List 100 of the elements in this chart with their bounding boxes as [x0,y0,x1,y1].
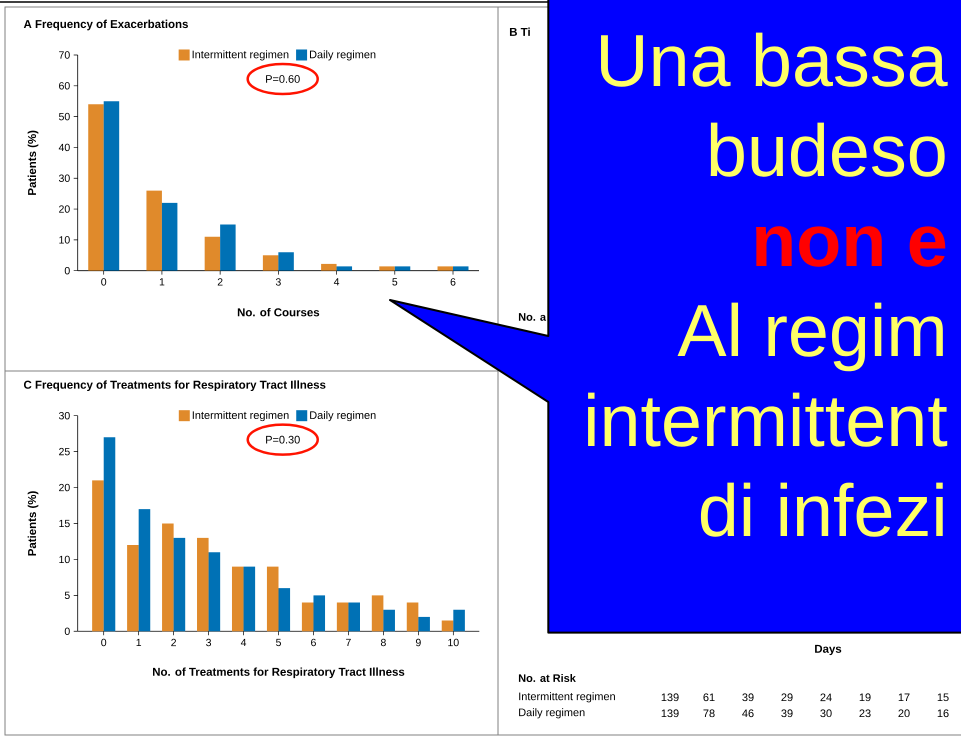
text: Una bassa [601,32,948,87]
y-tick-label: 60 [59,82,70,90]
bar [220,224,236,271]
bar [262,255,278,271]
y-tick-label: 25 [59,448,70,456]
y-tick-label: 10 [59,236,70,244]
x-tick-label: 6 [450,278,456,286]
text: B Ti [510,28,530,36]
bar [162,202,178,271]
y-tick-label: 20 [59,484,70,492]
y-tick-label: 40 [58,144,70,152]
text: 16 [938,709,949,718]
bar [232,566,244,632]
bar [336,266,352,271]
bar [146,190,162,271]
bar [88,104,104,271]
bar [162,523,174,632]
legend-label: Intermittent regimen [192,50,288,60]
bar [321,264,337,271]
bar [383,610,395,632]
text: 39 [742,693,754,702]
legend-label: Daily regimen [310,410,376,422]
category-label: Daily regimen [519,708,584,718]
bar [127,545,139,632]
text: 78 [703,709,715,718]
bar [418,616,430,632]
legend-label: Daily regimen [310,50,376,60]
text: 23 [859,709,871,718]
x-tick-label: 10 [448,638,459,646]
legend-label: Intermittent regimen [192,410,289,422]
y-tick-label: 70 [59,51,70,59]
y-tick-label: 30 [58,412,70,420]
x-axis-title: No. of Courses [238,308,320,316]
bar [104,101,120,271]
y-tick-label: 0 [64,628,70,635]
text: 24 [820,693,832,702]
bar [92,480,104,632]
bar [336,602,348,632]
x-tick-label: 3 [206,638,212,646]
bar [394,266,410,271]
x-tick-label: 2 [218,278,223,286]
bar [104,437,116,632]
text: 39 [781,709,793,718]
x-tick-label: 4 [334,278,340,286]
x-tick-label: 9 [416,638,421,646]
bar [442,620,454,632]
annotation: P=0.60 [266,75,300,83]
x-tick-label: 0 [101,638,106,646]
bar [313,595,326,632]
text: 20 [898,709,910,718]
x-tick-label: 8 [380,638,386,646]
text: No. a [518,313,546,321]
bar [197,538,209,632]
bar [372,595,384,632]
text: budeso [710,122,945,177]
text: 61 [703,693,715,702]
x-tick-label: 2 [171,638,176,646]
bar [244,566,256,632]
bar [278,252,294,271]
text: 30 [820,709,832,718]
y-axis-title: Patients (%) [28,130,38,195]
y-tick-label: 30 [58,174,70,182]
text: 19 [860,693,871,702]
text: non e [756,226,946,267]
x-tick-label: 5 [392,278,398,286]
x-axis-title: No. of Treatments for Respiratory Tract Illness [153,667,404,678]
bar [278,588,290,632]
category-label: Intermittent regimen [519,692,615,702]
x-tick-label: 6 [311,638,316,646]
text: 29 [781,693,793,702]
x-tick-label: 1 [136,638,142,646]
text: 139 [662,693,679,702]
x-tick-label: 3 [276,278,281,286]
y-tick-label: 0 [64,266,70,274]
bar [266,566,279,632]
bar [348,602,360,632]
text: 17 [898,694,910,702]
bar [208,552,220,632]
chart-title: A Frequency of Exacerbations [24,20,188,30]
bar [453,610,465,632]
y-tick-label: 50 [58,112,70,120]
bar [204,236,220,271]
text: No. at Risk [518,674,576,682]
x-tick-label: 4 [240,638,246,646]
y-tick-label: 20 [59,205,70,213]
text: 139 [662,709,679,718]
text: di infezi [700,482,943,537]
bar [174,538,186,632]
text: 46 [742,709,754,718]
y-axis-title: Patients (%) [28,491,38,556]
text: intermittent [588,392,948,447]
chart-title: C Frequency of Treatments for Respiratory Tract Illness [24,380,326,392]
x-tick-label: 0 [101,278,106,286]
bar [379,266,395,271]
bar [453,266,468,271]
y-tick-label: 10 [59,556,70,564]
bar [406,602,418,632]
text: Al regim [678,302,943,372]
annotation: P=0.30 [266,436,300,444]
text: 15 [938,693,949,702]
